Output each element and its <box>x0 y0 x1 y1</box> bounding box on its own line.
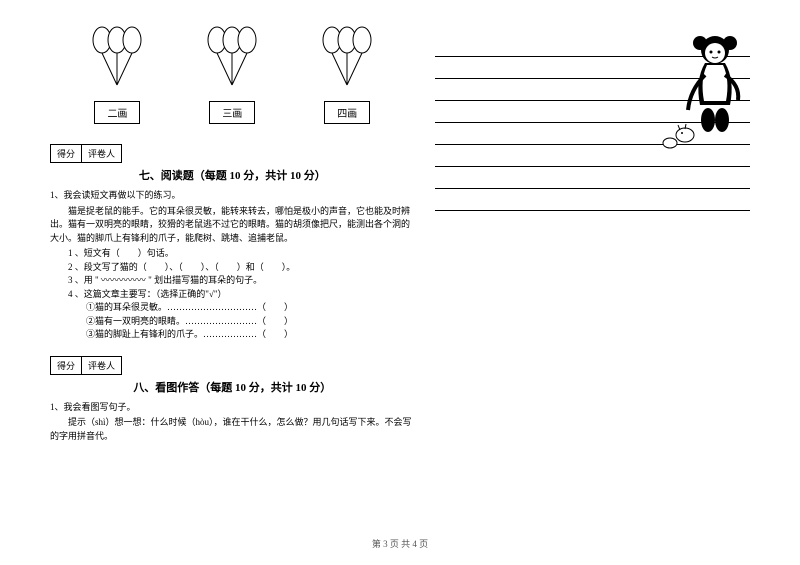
q7-2: 2 、段文写了猫的（ ）、（ ）、（ ）和（ ）。 <box>68 261 415 275</box>
balloon-row: 二画 三画 <box>50 25 415 124</box>
score-cell: 得分 <box>51 145 82 162</box>
writing-line <box>435 189 750 211</box>
score-cell: 得分 <box>51 357 82 374</box>
q7-3: 3 、用 " 〰〰〰〰〰 " 划出描写猫的耳朵的句子。 <box>68 274 415 288</box>
q7-4c: ③猫的脚趾上有锋利的爪子。………………（ ） <box>86 328 415 342</box>
q7-4: 4 、这篇文章主要写：（选择正确的"√"） <box>68 288 415 302</box>
q7-lead: 1、我会读短文再做以下的练习。 <box>50 189 415 203</box>
balloons-icon <box>202 25 262 95</box>
page-footer: 第 3 页 共 4 页 <box>0 537 800 550</box>
grader-cell: 评卷人 <box>82 357 121 374</box>
q7-4b: ②猫有一双明亮的眼睛。……………………（ ） <box>86 315 415 329</box>
q7-passage: 猫是捉老鼠的能手。它的耳朵很灵敏，能转来转去，哪怕是极小的声音，它也能及时辨出。… <box>50 205 415 246</box>
q7-4a: ①猫的耳朵很灵敏。…………………………（ ） <box>86 301 415 315</box>
writing-line <box>435 167 750 189</box>
balloon-group-2: 三画 <box>202 25 262 124</box>
q8-lead: 1、我会看图写句子。 <box>50 401 415 415</box>
q8-hint: 提示（shì）想一想：什么时候（hòu），谁在干什么，怎么做？用几句话写下来。不… <box>50 416 415 443</box>
q7-1: 1 、短文有（ ）句话。 <box>68 247 415 261</box>
balloons-icon <box>317 25 377 95</box>
balloons-icon <box>87 25 147 95</box>
balloon-label-2: 三画 <box>209 101 255 124</box>
balloon-group-1: 二画 <box>87 25 147 124</box>
grader-cell: 评卷人 <box>82 145 121 162</box>
balloon-label-3: 四画 <box>324 101 370 124</box>
score-box-7: 得分 评卷人 <box>50 144 122 163</box>
score-box-8: 得分 评卷人 <box>50 356 122 375</box>
section-7-title: 七、阅读题（每题 10 分，共计 10 分） <box>50 167 415 183</box>
girl-illustration-icon <box>660 25 750 155</box>
section-8-title: 八、看图作答（每题 10 分，共计 10 分） <box>50 379 415 395</box>
balloon-label-1: 二画 <box>94 101 140 124</box>
balloon-group-3: 四画 <box>317 25 377 124</box>
